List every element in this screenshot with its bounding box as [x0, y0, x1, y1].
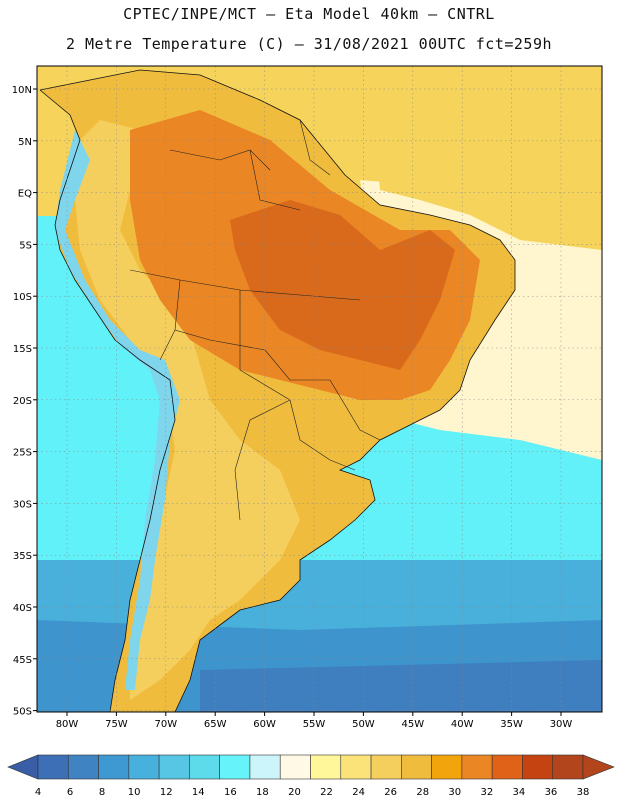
ocean-coldest-band — [200, 660, 602, 712]
colorbar-segment — [522, 754, 554, 780]
colorbar-level-label: 16 — [224, 787, 237, 798]
latitude-labels: 10N 5N EQ 5S 10S 15S 20S 25S 30S 35S 40S 45S 50S — [12, 85, 37, 718]
colorbar-level-label: 14 — [192, 787, 205, 798]
colorbar-level-label: 6 — [67, 787, 73, 798]
lon-label: 30W — [550, 719, 573, 730]
coastline-east — [39, 69, 516, 712]
country-borders — [129, 119, 381, 521]
lon-label: 45W — [401, 719, 424, 730]
lat-label: 5S — [19, 240, 32, 251]
lon-label: 50W — [352, 719, 375, 730]
colorbar-level-label: 22 — [320, 787, 333, 798]
lat-label: 10S — [13, 292, 32, 303]
colorbar-level-label: 24 — [352, 787, 365, 798]
lat-label: EQ — [18, 189, 32, 200]
colorbar-segment — [310, 754, 342, 780]
lon-label: 40W — [451, 719, 474, 730]
colorbar-labels: 4 6 8 10 12 14 16 18 20 22 24 26 28 30 32 34 36 38 — [35, 787, 590, 798]
lat-label: 25S — [13, 448, 32, 459]
colorbar-high-arrow — [582, 754, 615, 780]
lat-label: 30S — [13, 499, 32, 510]
colorbar-segment — [158, 754, 190, 780]
lon-label: 80W — [56, 719, 79, 730]
colorbar — [7, 754, 615, 780]
colorbar-level-label: 30 — [448, 787, 461, 798]
colorbar-segment — [219, 754, 251, 780]
colorbar-level-label: 18 — [256, 787, 269, 798]
colorbar-level-label: 8 — [99, 787, 105, 798]
lat-label: 50S — [13, 707, 32, 718]
colorbar-segment — [128, 754, 160, 780]
coastline-west — [39, 89, 176, 712]
colorbar-segment — [370, 754, 402, 780]
lon-label: 35W — [500, 719, 523, 730]
lon-label: 55W — [303, 719, 326, 730]
map-field — [37, 66, 602, 712]
lat-label: 10N — [12, 85, 32, 96]
colorbar-segment — [37, 754, 69, 780]
lat-label: 45S — [13, 655, 32, 666]
colorbar-low-arrow — [7, 754, 39, 780]
lat-label: 20S — [13, 396, 32, 407]
colorbar-level-label: 36 — [545, 787, 558, 798]
lat-label: 5N — [18, 137, 32, 148]
colorbar-segment — [401, 754, 432, 780]
colorbar-segment — [340, 754, 372, 780]
colorbar-segment — [552, 754, 584, 780]
colorbar-segment — [189, 754, 220, 780]
lon-label: 75W — [105, 719, 128, 730]
land-mild-zone — [70, 120, 300, 700]
lon-label: 65W — [204, 719, 227, 730]
colorbar-level-label: 38 — [577, 787, 590, 798]
colorbar-segment — [67, 754, 99, 780]
plot-frame — [36, 65, 603, 713]
lon-label: 60W — [253, 719, 276, 730]
ocean-pacific-cool — [37, 260, 160, 560]
andes-cool-zone — [55, 130, 180, 690]
colorbar-segment — [249, 754, 281, 780]
colorbar-level-label: 28 — [416, 787, 429, 798]
colorbar-level-label: 26 — [384, 787, 397, 798]
colorbar-level-label: 20 — [288, 787, 301, 798]
ocean-warm-atlantic — [370, 66, 602, 250]
longitude-labels: 80W 75W 70W 65W 60W 55W 50W 45W 40W 35W 30W — [56, 712, 573, 730]
chart-subtitle: 2 Metre Temperature (C) – 31/08/2021 00U… — [65, 35, 553, 53]
lon-label: 70W — [154, 719, 177, 730]
colorbar-segment — [461, 754, 493, 780]
colorbar-level-label: 10 — [128, 787, 141, 798]
colorbar-segment — [98, 754, 130, 780]
lat-label: 35S — [13, 551, 32, 562]
colorbar-level-label: 32 — [480, 787, 493, 798]
colorbar-segment — [431, 754, 463, 780]
lat-label: 15S — [13, 344, 32, 355]
colorbar-level-label: 12 — [160, 787, 173, 798]
colorbar-level-label: 34 — [513, 787, 526, 798]
colorbar-segment — [491, 754, 523, 780]
land-hotter-zone — [230, 200, 455, 370]
colorbar-segment — [279, 754, 311, 780]
lat-label: 40S — [13, 603, 32, 614]
colorbar-level-label: 4 — [35, 787, 41, 798]
chart-title: CPTEC/INPE/MCT – Eta Model 40km – CNTRL — [123, 5, 495, 23]
